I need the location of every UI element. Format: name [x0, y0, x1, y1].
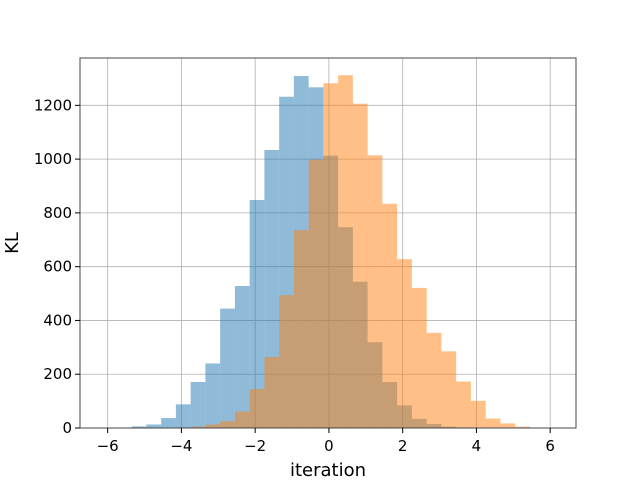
histogram-bar	[323, 83, 339, 429]
y-tick-label: 1000	[34, 150, 72, 168]
histogram-bar	[220, 308, 235, 428]
y-axis-label: KL	[2, 232, 23, 254]
histogram-bar	[426, 332, 442, 428]
histogram-bar	[485, 418, 501, 428]
histogram-bar	[131, 426, 147, 428]
x-tick-label: 4	[472, 437, 482, 455]
histogram-bar	[293, 230, 309, 428]
histogram-bar	[470, 400, 486, 428]
y-axis-ticks: 0 200 400 600 800 1000 1200	[34, 96, 80, 437]
histogram-bar	[308, 159, 324, 428]
histogram-bar	[249, 389, 265, 428]
histogram-bar	[249, 199, 265, 428]
x-axis-label: iteration	[290, 460, 366, 480]
x-tick-label: 6	[545, 437, 555, 455]
histogram-bar	[456, 381, 471, 428]
y-tick-label: 0	[62, 419, 72, 437]
y-tick-label: 800	[43, 204, 72, 222]
histogram-bar	[161, 418, 176, 428]
histogram-bar	[367, 155, 383, 428]
histogram-bar	[441, 351, 457, 428]
y-tick-label: 200	[43, 365, 72, 383]
y-tick-label: 1200	[34, 96, 72, 114]
y-tick-label: 400	[43, 311, 72, 329]
y-tick-label: 600	[43, 258, 72, 276]
histogram-bar	[411, 287, 427, 428]
histogram-bar	[205, 424, 221, 428]
histogram-bar	[515, 426, 530, 428]
histogram-bar	[352, 103, 368, 428]
histogram-bar	[397, 259, 412, 428]
histogram-bar	[234, 411, 250, 428]
histogram-bar	[338, 75, 353, 429]
x-tick-label: −2	[244, 437, 266, 455]
x-tick-label: 0	[324, 437, 334, 455]
histogram-bar	[382, 203, 398, 428]
histogram-bar	[205, 363, 221, 428]
x-tick-label: 2	[398, 437, 408, 455]
plot-frame	[79, 57, 577, 429]
x-tick-label: −4	[170, 437, 192, 455]
histogram-bar	[500, 423, 516, 428]
histogram-bar	[175, 404, 191, 428]
series-orange-bars	[175, 75, 530, 429]
histogram-bar	[190, 382, 206, 428]
histogram-bar	[146, 424, 162, 428]
histogram-bar	[234, 286, 250, 428]
histogram-bar	[279, 295, 294, 428]
x-axis-ticks: −6 −4 −2 0 2 4 6	[97, 428, 555, 455]
x-tick-label: −6	[97, 437, 119, 455]
histogram-bar	[190, 426, 206, 428]
histogram-bar	[220, 421, 235, 428]
histogram-bar	[264, 357, 280, 428]
